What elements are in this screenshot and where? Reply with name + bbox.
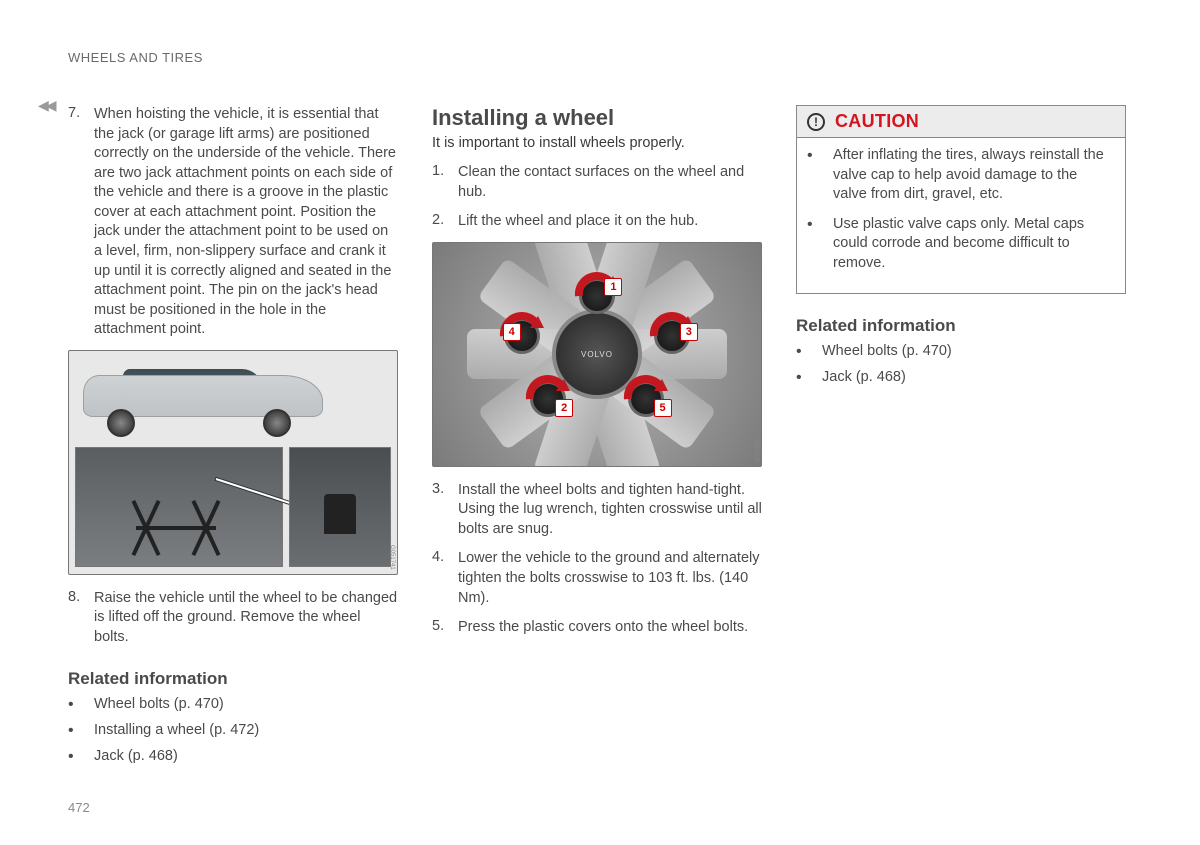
jack-panel-left: [75, 447, 283, 567]
bullet-icon: •: [68, 721, 94, 741]
step-item: 7. When hoisting the vehicle, it is esse…: [68, 105, 398, 340]
figure-jack-diagram: G051741: [68, 350, 398, 575]
scissor-jack-icon: [136, 498, 216, 558]
step-item: 1.Clean the contact surfaces on the whee…: [432, 163, 762, 202]
page-number: 472: [68, 800, 90, 815]
figure-code: G051741: [389, 545, 395, 570]
step-number: 7.: [68, 105, 94, 340]
related-info-list: •Wheel bolts (p. 470) •Jack (p. 468): [796, 342, 1126, 387]
bolt-number: 5: [654, 399, 672, 417]
bullet-icon: •: [68, 695, 94, 715]
bolt-number: 2: [555, 399, 573, 417]
main-heading: Installing a wheel: [432, 105, 762, 131]
bolt-number: 4: [503, 323, 521, 341]
step-text: When hoisting the vehicle, it is essenti…: [94, 105, 398, 340]
list-item: •Jack (p. 468): [68, 747, 398, 767]
caution-header: ! CAUTION: [797, 106, 1125, 138]
list-item: •Wheel bolts (p. 470): [796, 342, 1126, 362]
bullet-icon: •: [807, 215, 833, 274]
step-text: Raise the vehicle until the wheel to be …: [94, 589, 398, 648]
step-item: 5.Press the plastic covers onto the whee…: [432, 618, 762, 638]
intro-text: It is important to install wheels proper…: [432, 135, 762, 151]
list-item: •Jack (p. 468): [796, 368, 1126, 388]
bullet-icon: •: [807, 146, 833, 205]
caution-body: •After inflating the tires, always reins…: [797, 138, 1125, 293]
list-item: •After inflating the tires, always reins…: [807, 146, 1115, 205]
step-item: 4.Lower the vehicle to the ground and al…: [432, 549, 762, 608]
related-info-list: •Wheel bolts (p. 470) •Installing a whee…: [68, 695, 398, 766]
steps-list-col2a: 1.Clean the contact surfaces on the whee…: [432, 163, 762, 232]
steps-list-col1a: 7. When hoisting the vehicle, it is esse…: [68, 105, 398, 340]
continuation-arrows-icon: ◀◀: [38, 97, 54, 114]
steps-list-col2b: 3.Install the wheel bolts and tighten ha…: [432, 481, 762, 638]
step-number: 8.: [68, 589, 94, 648]
bullet-icon: •: [796, 368, 822, 388]
columns: 7. When hoisting the vehicle, it is esse…: [68, 105, 1132, 772]
column-3: ! CAUTION •After inflating the tires, al…: [796, 105, 1126, 772]
bolt-number: 1: [604, 278, 622, 296]
section-header: WHEELS AND TIRES: [68, 50, 1132, 65]
bullet-icon: •: [68, 747, 94, 767]
step-item: 3.Install the wheel bolts and tighten ha…: [432, 481, 762, 540]
list-item: •Installing a wheel (p. 472): [68, 721, 398, 741]
step-item: 2.Lift the wheel and place it on the hub…: [432, 212, 762, 232]
related-info-heading: Related information: [796, 316, 1126, 336]
manual-page: WHEELS AND TIRES ◀◀ 7. When hoisting the…: [0, 0, 1200, 845]
jack-panel-right: [289, 447, 391, 567]
bolt-number: 3: [680, 323, 698, 341]
column-2: Installing a wheel It is important to in…: [432, 105, 762, 772]
caution-icon: !: [807, 113, 825, 131]
column-1: 7. When hoisting the vehicle, it is esse…: [68, 105, 398, 772]
caution-title: CAUTION: [835, 111, 919, 132]
step-item: 8. Raise the vehicle until the wheel to …: [68, 589, 398, 648]
steps-list-col1b: 8. Raise the vehicle until the wheel to …: [68, 589, 398, 648]
car-silhouette-icon: [83, 365, 323, 431]
related-info-heading: Related information: [68, 669, 398, 689]
list-item: •Use plastic valve caps only. Metal caps…: [807, 215, 1115, 274]
bullet-icon: •: [796, 342, 822, 362]
figure-wheel-hub: VOLVO 1 2 3 4 5 G051803: [432, 242, 762, 467]
list-item: •Wheel bolts (p. 470): [68, 695, 398, 715]
caution-box: ! CAUTION •After inflating the tires, al…: [796, 105, 1126, 294]
figure-code: G051803: [753, 437, 759, 462]
